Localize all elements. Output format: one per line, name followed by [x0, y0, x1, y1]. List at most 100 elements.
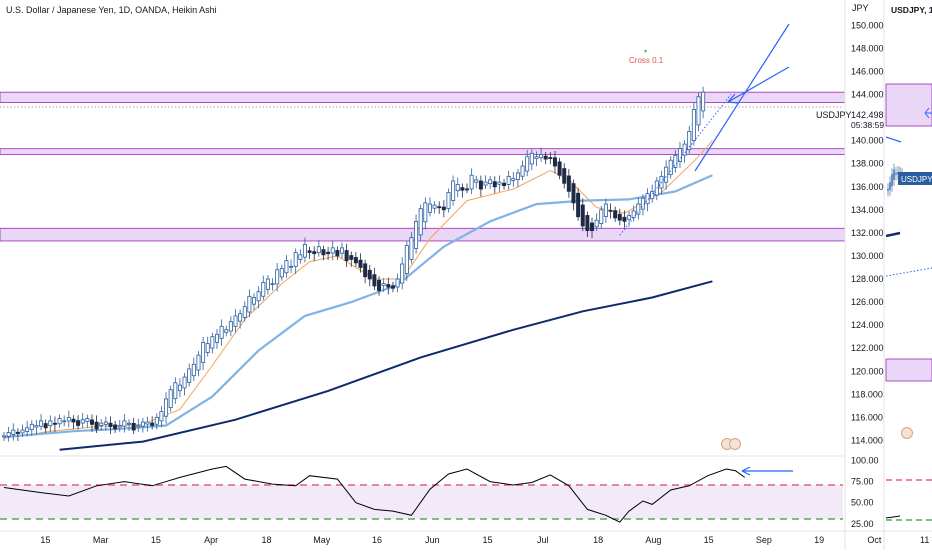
candle-body [441, 206, 446, 211]
candle-body [548, 157, 553, 159]
candle-body [196, 354, 201, 371]
candle-body [339, 247, 344, 254]
side-candle-body [893, 169, 895, 181]
side-candle-body [889, 182, 891, 190]
candle-body [603, 203, 608, 218]
candle-body [427, 203, 432, 213]
candle-body [543, 155, 548, 160]
side-symbol-badge[interactable] [898, 172, 932, 185]
price-tick-label: 140.000 [851, 136, 884, 146]
candle-body [275, 269, 280, 285]
candle-body [29, 423, 34, 431]
candle-body [52, 422, 57, 425]
price-tick-label: 114.000 [851, 435, 883, 445]
candle-body [39, 420, 44, 427]
candle-body [594, 219, 599, 228]
price-axis-ticks: 150.000 148.000 146.000 144.000 140.000 138.0… [851, 20, 884, 445]
symbol-label: USDJPY [816, 110, 852, 120]
candle-body [307, 250, 312, 253]
candle-body [506, 175, 511, 185]
candle-body [103, 421, 108, 425]
time-axis-ticks: Feb15Mar15Apr18May16Jun15Jul18Aug15Sep19… [40, 535, 882, 545]
candle-body [696, 96, 701, 126]
main-price-pane[interactable]: Cross 0.1 ▾ [0, 23, 846, 451]
side-candle-body [891, 174, 893, 187]
candle-body [302, 244, 307, 258]
side-arrow[interactable] [924, 107, 932, 119]
time-tick-label: Aug [645, 535, 661, 545]
side-zone-lower [885, 358, 932, 382]
candle-body [455, 184, 460, 192]
candle-body [418, 208, 423, 236]
candle-body [488, 179, 493, 184]
candle-body [127, 422, 132, 425]
rsi-axis-ticks: 100.00 75.00 50.00 25.00 [851, 456, 879, 529]
candle-body [62, 420, 67, 423]
side-ma-line [885, 231, 901, 238]
cross-annotation: Cross 0.1 [629, 56, 664, 65]
price-tick-label: 136.000 [851, 182, 884, 192]
candle-body [363, 263, 368, 278]
candle-body [529, 152, 534, 165]
candle-body [85, 418, 90, 422]
candle-body [150, 422, 155, 426]
candle-body [117, 425, 122, 428]
candle-body [140, 421, 145, 427]
candle-body [261, 282, 266, 297]
flag-icon[interactable] [729, 438, 741, 450]
candle-body [182, 376, 187, 389]
candle-body [43, 423, 48, 429]
candle-body [80, 419, 85, 424]
candle-body [511, 178, 516, 181]
price-tick-label: 126.000 [851, 297, 884, 307]
price-axis[interactable]: JPY 150.000148.000146.000144.000140.0001… [816, 0, 884, 550]
candle-body [238, 313, 243, 322]
economic-event-icons[interactable] [721, 438, 741, 450]
candle-body [265, 278, 270, 290]
candle-body [390, 285, 395, 289]
candle-body [15, 431, 20, 434]
candle-body [414, 220, 419, 249]
candle-body [349, 255, 354, 260]
candle-body [177, 384, 182, 392]
flag-icon[interactable] [901, 427, 913, 439]
side-ema-line [885, 136, 902, 143]
candle-body [395, 278, 400, 288]
candle-body [20, 429, 25, 434]
price-zone[interactable] [0, 148, 846, 155]
candle-body [608, 209, 613, 212]
candle-body [386, 284, 391, 288]
price-tick-label: 120.000 [851, 366, 884, 376]
candle-body [228, 321, 233, 332]
candle-body [552, 157, 557, 167]
candle-body [316, 246, 321, 254]
time-tick-label: May [313, 535, 331, 545]
side-chart-pane[interactable]: USDJPY, 1h, USDJPY 11 [883, 0, 932, 550]
candle-body [293, 252, 298, 267]
candle-body [515, 172, 520, 180]
candle-body [270, 283, 275, 286]
time-axis[interactable]: Feb15Mar15Apr18May16Jun15Jul18Aug15Sep19… [0, 530, 932, 545]
candle-body [122, 420, 127, 427]
time-tick-label: 15 [151, 535, 161, 545]
candle-body [145, 421, 150, 425]
candle-body [353, 257, 358, 264]
candle-body [562, 168, 567, 184]
rsi-pane[interactable] [0, 455, 845, 523]
candle-body [460, 187, 465, 191]
candle-body [252, 297, 257, 305]
candle-body [437, 206, 442, 209]
candle-body [617, 213, 622, 221]
pointer-arrow[interactable] [727, 66, 790, 103]
side-candle-body [895, 172, 897, 175]
forecast-arrow[interactable] [694, 23, 790, 172]
time-tick-label: Jul [537, 535, 549, 545]
price-tick-label: 122.000 [851, 343, 884, 353]
candle-body [89, 419, 94, 425]
price-zone[interactable] [0, 91, 846, 103]
rsi-arrow-head [741, 466, 751, 476]
candle-body [201, 342, 206, 363]
candle-body [321, 249, 326, 256]
candle-body [159, 411, 164, 422]
